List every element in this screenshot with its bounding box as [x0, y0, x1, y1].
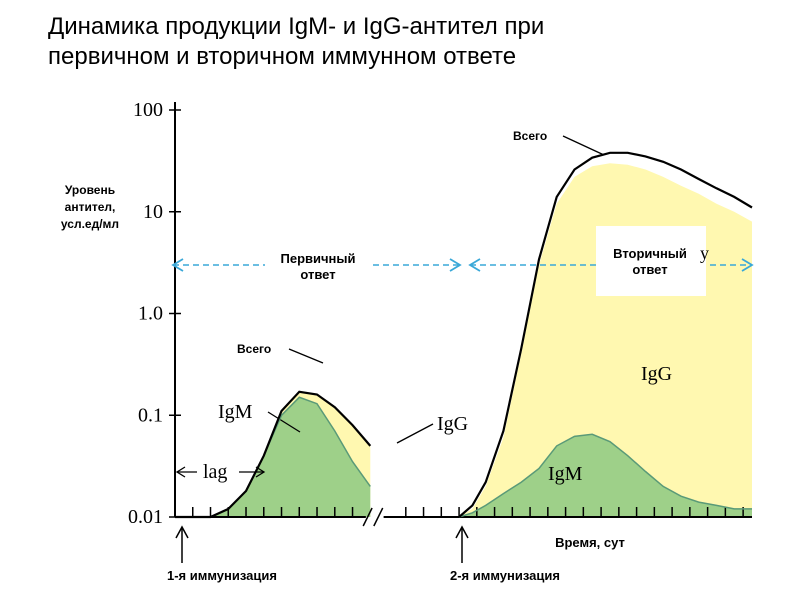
secondary-response-label: ответ	[632, 262, 667, 277]
axis-break-mark	[362, 507, 373, 527]
y-tick-label: 1.0	[138, 303, 163, 325]
total-secondary-label: Всего	[513, 129, 547, 143]
total-primary-label: Всего	[237, 342, 271, 356]
secondary-response-arrow-head-left	[468, 258, 481, 272]
total-line-secondary	[458, 151, 753, 518]
igm-area-primary	[175, 397, 371, 517]
secondary-response-box	[596, 226, 706, 296]
slide-title-line-1: Динамика продукции IgM- и IgG-антител пр…	[48, 13, 545, 40]
primary-response-label: Первичный	[281, 251, 356, 266]
primary-response-arrow-head-right	[449, 258, 462, 272]
total-primary-pointer	[288, 348, 324, 364]
y-axis-label: Уровень	[65, 183, 115, 197]
igm-primary-pointer	[267, 411, 301, 433]
lag-arrow-right-head	[255, 466, 266, 478]
area-fills	[175, 163, 752, 517]
axis-break-mark	[373, 507, 384, 527]
y-tick-label: 0.01	[128, 506, 163, 528]
x-axis-label: Время, сут	[555, 535, 625, 550]
y-tick-label: 10	[143, 201, 163, 223]
primary-response-box	[265, 243, 371, 289]
primary-response-arrow-head-left	[171, 258, 184, 272]
total-secondary-pointer	[562, 135, 605, 156]
slide-title: Динамика продукции IgM- и IgG-антител пр…	[48, 12, 768, 72]
total-line-primary	[175, 390, 372, 519]
slide-title-line-2: первичном и вторичном иммунном ответе	[48, 43, 517, 70]
y-tick-label: 0.1	[138, 404, 163, 426]
primary-response-label: ответ	[300, 267, 335, 282]
igg-primary-pointer	[396, 423, 434, 444]
igm-line-secondary	[458, 433, 752, 518]
immunization-1-label: 1-я иммунизация	[167, 568, 277, 583]
y-axis-label: усл.ед/мл	[61, 217, 119, 231]
immunization-2-label: 2-я иммунизация	[450, 568, 560, 583]
y-tick-label: 100	[133, 99, 163, 121]
igm-area-secondary	[459, 434, 752, 517]
secondary-response-label: Вторичный	[613, 246, 687, 261]
immunization-1-arrow-head	[175, 525, 189, 539]
y-axis-label: антител,	[65, 200, 116, 214]
immunization-2-arrow-head	[455, 525, 469, 539]
igg-secondary-label: IgG	[641, 363, 672, 385]
lag-arrow-left-head	[175, 466, 186, 478]
partial-label-glyph: у	[700, 243, 709, 263]
secondary-response-arrow-head-right	[741, 258, 754, 272]
curve-lines	[175, 151, 753, 519]
chart-labels: 100 10 1.0 0.1 0.01 Уровень антител, усл.ед/мл В…	[61, 99, 709, 583]
igm-secondary-label: IgM	[548, 463, 583, 485]
igm-primary-label: IgM	[218, 401, 253, 423]
igg-primary-label: IgG	[437, 413, 468, 435]
lag-label: lag	[203, 461, 227, 483]
